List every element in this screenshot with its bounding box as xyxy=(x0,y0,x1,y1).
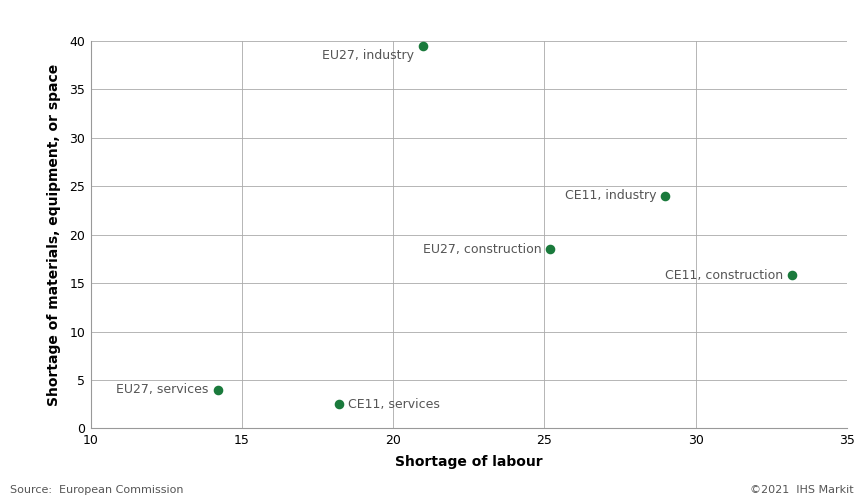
Point xyxy=(332,400,346,408)
Point xyxy=(211,386,225,394)
Y-axis label: Shortage of materials, equipment, or space: Shortage of materials, equipment, or spa… xyxy=(47,64,61,406)
Point xyxy=(543,245,557,253)
Text: Source:  European Commission: Source: European Commission xyxy=(10,485,184,495)
Point xyxy=(416,42,430,50)
Text: CE11, industry: CE11, industry xyxy=(565,189,657,202)
Text: EU27, industry: EU27, industry xyxy=(322,49,415,62)
Text: Chart 3: Labour shortages in CEE more severe than EU average, while material sho: Chart 3: Labour shortages in CEE more se… xyxy=(10,11,864,26)
Text: CE11, services: CE11, services xyxy=(347,398,440,411)
Text: EU27, services: EU27, services xyxy=(117,383,208,396)
Text: EU27, construction: EU27, construction xyxy=(422,243,541,256)
X-axis label: Shortage of labour: Shortage of labour xyxy=(395,455,543,469)
Text: ©2021  IHS Markit: ©2021 IHS Markit xyxy=(750,485,854,495)
Point xyxy=(785,272,799,280)
Text: CE11, construction: CE11, construction xyxy=(665,269,784,282)
Point xyxy=(658,192,672,200)
